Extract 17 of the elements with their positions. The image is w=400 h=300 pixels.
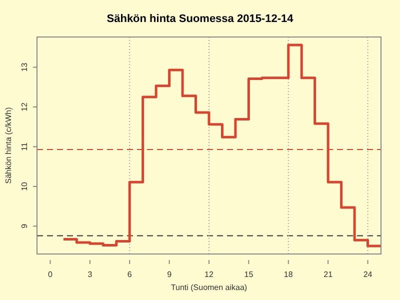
x-axis-title: Tunti (Suomen aikaa) — [170, 283, 248, 292]
y-tick-label: 10 — [20, 181, 29, 191]
x-tick-label: 6 — [127, 270, 132, 279]
y-tick-label: 9 — [20, 223, 29, 228]
y-axis-title: Sähkön hinta (c/kWh) — [4, 106, 13, 184]
x-tick-label: 12 — [204, 270, 214, 279]
y-tick-label: 12 — [20, 102, 29, 112]
x-tick-label: 0 — [48, 270, 54, 279]
x-tick-label: 21 — [324, 270, 334, 279]
x-tick-label: 9 — [167, 270, 172, 279]
x-tick-label: 24 — [363, 270, 373, 279]
x-tick-label: 15 — [244, 270, 254, 279]
chart-title: Sähkön hinta Suomessa 2015-12-14 — [106, 13, 294, 25]
y-tick-label: 13 — [20, 62, 29, 72]
y-tick-label: 11 — [20, 142, 29, 151]
x-tick-label: 18 — [284, 270, 294, 279]
x-tick-label: 3 — [88, 270, 93, 279]
